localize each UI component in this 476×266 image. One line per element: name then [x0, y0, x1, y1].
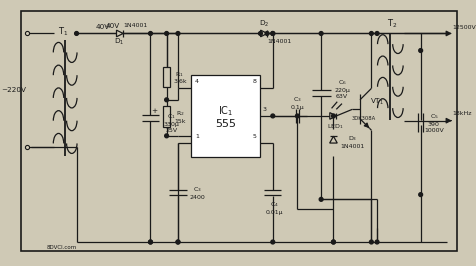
Circle shape	[375, 240, 378, 244]
Text: T$_1$: T$_1$	[58, 25, 69, 38]
Text: R$_2$
15k: R$_2$ 15k	[174, 110, 185, 124]
Text: C$_3$
0.1μ: C$_3$ 0.1μ	[290, 95, 304, 110]
Circle shape	[149, 240, 152, 244]
Circle shape	[418, 49, 422, 52]
Text: 4: 4	[195, 79, 198, 84]
Circle shape	[295, 114, 299, 118]
Text: D$_1$: D$_1$	[114, 37, 124, 47]
Circle shape	[164, 134, 168, 138]
Circle shape	[176, 240, 179, 244]
Text: 1N4001: 1N4001	[123, 23, 147, 28]
Circle shape	[74, 32, 78, 35]
Text: LED$_1$: LED$_1$	[327, 122, 343, 131]
Text: C$_4$
0.01μ: C$_4$ 0.01μ	[265, 201, 283, 215]
Circle shape	[270, 240, 274, 244]
Text: C$_1$
330μ
25V: C$_1$ 330μ 25V	[163, 112, 179, 133]
Text: 18kHz: 18kHz	[451, 111, 470, 116]
Circle shape	[265, 32, 268, 35]
Text: 8DVCl.com: 8DVCl.com	[46, 245, 76, 250]
Circle shape	[369, 32, 373, 35]
Text: 40V: 40V	[105, 23, 119, 29]
Text: 5: 5	[252, 134, 256, 139]
Text: C$_3$
2400: C$_3$ 2400	[188, 185, 204, 200]
Text: 8: 8	[252, 79, 256, 84]
Text: 1N4001: 1N4001	[267, 39, 291, 44]
Polygon shape	[329, 113, 336, 119]
Text: C$_6$
220μ
63V: C$_6$ 220μ 63V	[333, 78, 349, 99]
Circle shape	[149, 240, 152, 244]
Circle shape	[331, 114, 335, 118]
Polygon shape	[329, 136, 337, 143]
Circle shape	[270, 114, 274, 118]
Circle shape	[176, 32, 179, 35]
Circle shape	[164, 98, 168, 102]
Text: 12500V: 12500V	[451, 25, 475, 30]
Bar	[162, 106, 170, 127]
Circle shape	[270, 32, 274, 35]
Text: D$_3$
1N4001: D$_3$ 1N4001	[339, 134, 364, 149]
Circle shape	[318, 32, 322, 35]
Circle shape	[331, 240, 335, 244]
Bar	[162, 67, 170, 88]
Text: C$_5$
390
1000V: C$_5$ 390 1000V	[423, 112, 443, 133]
Text: 1: 1	[195, 134, 198, 139]
Circle shape	[258, 32, 262, 35]
Circle shape	[164, 32, 168, 35]
Text: D$_2$: D$_2$	[258, 19, 269, 29]
Circle shape	[176, 240, 179, 244]
Circle shape	[418, 193, 422, 197]
Text: IC$_1$: IC$_1$	[217, 104, 233, 118]
Text: +: +	[151, 108, 157, 114]
Circle shape	[270, 32, 274, 35]
Text: R$_1$
3.6k: R$_1$ 3.6k	[173, 70, 186, 84]
Circle shape	[375, 32, 378, 35]
Text: ~220V: ~220V	[1, 87, 26, 93]
Polygon shape	[260, 30, 267, 37]
Text: VT$_1$: VT$_1$	[369, 97, 383, 107]
Polygon shape	[116, 30, 123, 37]
Circle shape	[331, 240, 335, 244]
Text: 3DK308A: 3DK308A	[351, 116, 375, 121]
Text: 40V: 40V	[96, 24, 110, 30]
Text: 555: 555	[214, 119, 236, 130]
Bar	[191, 75, 259, 157]
Circle shape	[369, 240, 373, 244]
Text: 3: 3	[262, 107, 266, 112]
Circle shape	[318, 197, 322, 201]
Circle shape	[149, 32, 152, 35]
Text: T$_2$: T$_2$	[386, 18, 397, 30]
